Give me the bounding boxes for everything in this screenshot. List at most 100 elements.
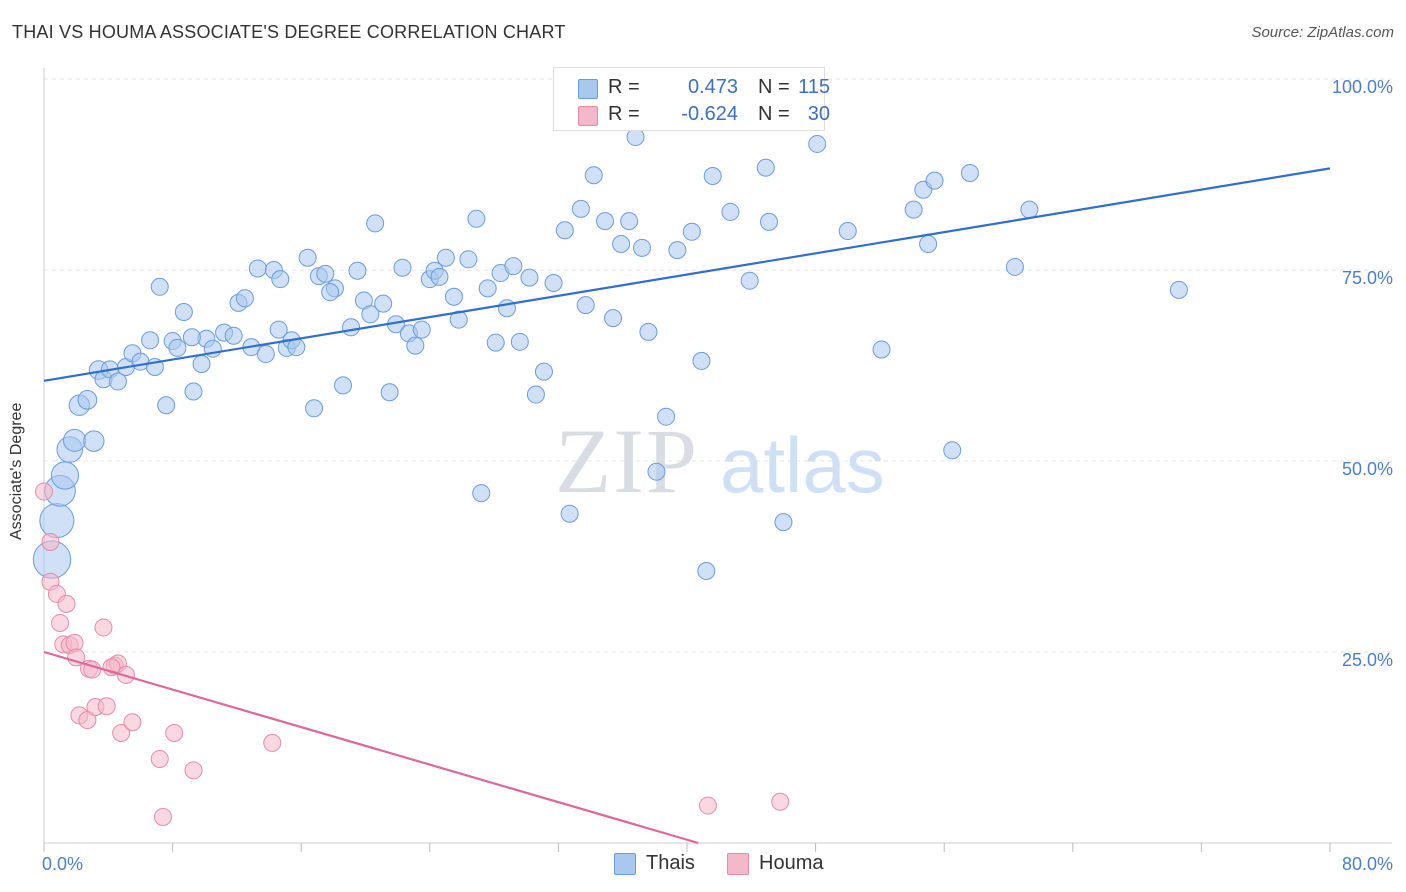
data-point-houma xyxy=(78,710,97,729)
data-point-thais xyxy=(657,407,676,426)
data-point-houma xyxy=(112,723,131,742)
data-point-thais xyxy=(235,289,254,308)
data-point-thais xyxy=(366,214,385,233)
data-point-thais xyxy=(838,222,857,241)
data-point-houma xyxy=(698,796,717,815)
data-point-thais xyxy=(406,336,425,355)
data-point-houma xyxy=(57,594,76,613)
x-tick-label-max: 80.0% xyxy=(1342,854,1393,874)
x-tick-label-min: 0.0% xyxy=(42,854,83,874)
data-point-thais xyxy=(721,202,740,221)
data-point-thais xyxy=(298,248,317,267)
legend-n-value: 30 xyxy=(807,103,830,125)
data-point-thais xyxy=(380,383,399,402)
data-point-thais xyxy=(759,212,778,231)
data-point-thais xyxy=(83,430,105,452)
data-point-thais xyxy=(692,351,711,370)
data-point-thais xyxy=(526,385,545,404)
data-point-thais xyxy=(632,238,651,257)
data-point-thais xyxy=(697,562,716,581)
watermark: ZIP atlas xyxy=(555,410,885,512)
data-point-thais xyxy=(486,333,505,352)
data-point-thais xyxy=(374,294,393,313)
bottom-legend-swatch-thais xyxy=(614,853,636,875)
source-label: Source: ZipAtlas.com xyxy=(1251,24,1394,41)
data-point-thais xyxy=(544,273,563,292)
data-point-thais xyxy=(872,340,891,359)
legend-r-label: R = xyxy=(608,76,640,98)
y-tick-label: 75.0% xyxy=(1342,268,1393,288)
correlation-legend: R = 0.473 N = 115 R = -0.624 N = 30 xyxy=(553,67,830,131)
bottom-legend-label-houma: Houma xyxy=(759,852,824,874)
data-point-thais xyxy=(287,338,306,357)
bottom-legend-swatch-houma xyxy=(727,853,749,875)
data-point-houma xyxy=(184,761,203,780)
data-point-thais xyxy=(925,171,944,190)
data-point-thais xyxy=(467,209,486,228)
bottom-legend-label-thais: Thais xyxy=(646,852,695,874)
data-point-thais xyxy=(639,322,658,341)
data-point-thais xyxy=(444,287,463,306)
data-point-thais xyxy=(740,271,759,290)
data-point-thais xyxy=(1169,280,1188,299)
data-point-thais xyxy=(342,318,361,337)
data-point-houma xyxy=(35,482,53,501)
data-point-thais xyxy=(919,235,938,254)
data-point-thais xyxy=(333,376,352,395)
data-point-thais xyxy=(703,167,722,186)
data-point-thais xyxy=(150,277,169,296)
y-tick-label: 50.0% xyxy=(1342,459,1393,479)
data-point-thais xyxy=(596,212,615,231)
data-point-thais xyxy=(612,235,631,254)
data-point-thais xyxy=(77,390,98,410)
data-point-thais xyxy=(1005,257,1024,276)
data-point-thais xyxy=(174,303,193,322)
data-point-thais xyxy=(576,296,595,315)
data-point-thais xyxy=(248,259,267,278)
data-point-thais xyxy=(256,345,275,364)
legend-r-value: 0.473 xyxy=(687,76,738,98)
data-point-houma xyxy=(153,808,172,827)
data-point-thais xyxy=(224,326,243,345)
data-point-houma xyxy=(771,792,790,811)
data-point-thais xyxy=(534,362,553,381)
data-point-thais xyxy=(774,513,793,532)
data-point-thais xyxy=(39,503,75,539)
data-point-thais xyxy=(904,200,923,219)
legend-n-label: N = xyxy=(758,76,790,98)
data-point-thais xyxy=(157,396,176,415)
legend-r-label: R = xyxy=(608,103,640,125)
data-point-thais xyxy=(584,166,603,185)
data-point-thais xyxy=(62,428,87,452)
data-point-thais xyxy=(620,212,639,231)
data-point-thais xyxy=(269,320,288,339)
data-point-thais xyxy=(560,504,579,523)
trend-line-houma xyxy=(43,650,699,845)
data-point-thais xyxy=(393,258,412,277)
data-point-thais xyxy=(647,462,666,481)
data-point-thais xyxy=(430,267,449,286)
data-point-thais xyxy=(316,264,335,283)
data-point-houma xyxy=(51,613,70,632)
data-point-houma xyxy=(41,532,60,551)
data-point-thais xyxy=(478,279,497,298)
data-point-houma xyxy=(263,733,282,752)
axes xyxy=(43,68,1392,852)
series-houma-points xyxy=(35,482,790,827)
legend-swatch-thais xyxy=(578,79,598,99)
chart-title: THAI VS HOUMA ASSOCIATE'S DEGREE CORRELA… xyxy=(12,22,566,42)
tick-labels: 25.0% 50.0% 75.0% 100.0% 0.0% 80.0% xyxy=(42,77,1393,874)
data-point-thais xyxy=(50,461,79,490)
y-tick-label: 25.0% xyxy=(1342,650,1393,670)
data-point-thais xyxy=(321,283,340,302)
data-point-thais xyxy=(571,199,590,218)
legend-swatch-houma xyxy=(578,106,598,126)
data-point-thais xyxy=(192,354,211,373)
data-point-thais xyxy=(459,250,478,269)
data-point-thais xyxy=(555,221,574,240)
legend-n-value: 115 xyxy=(798,76,830,98)
data-point-thais xyxy=(182,328,201,347)
grid-lines xyxy=(44,78,1392,653)
data-point-thais xyxy=(412,320,431,339)
